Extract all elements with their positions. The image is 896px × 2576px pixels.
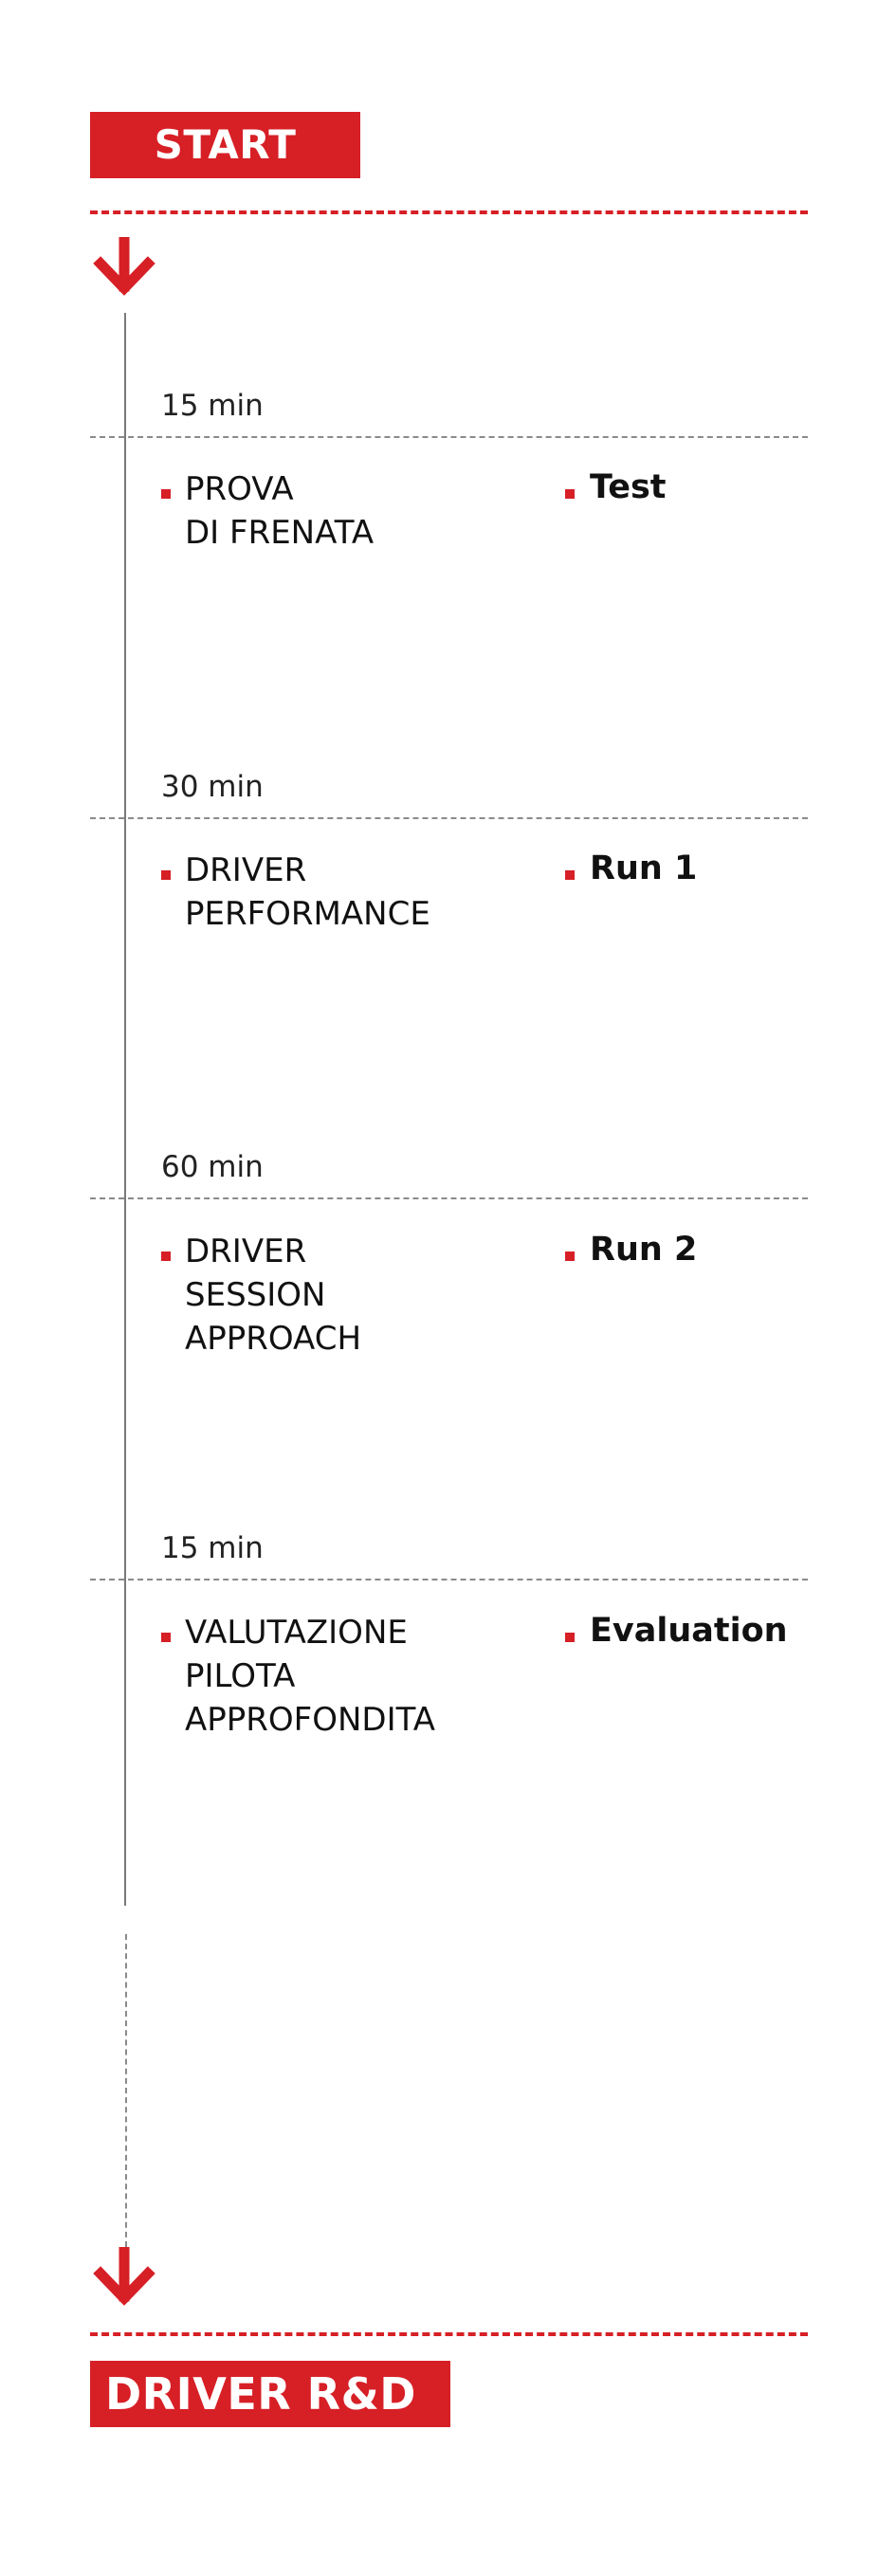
step-3-activity-line: APPROACH — [185, 1320, 362, 1358]
end-divider — [90, 2332, 808, 2336]
step-2-activity-line: PERFORMANCE — [185, 895, 430, 933]
step-2-activity-line: DRIVER — [185, 851, 307, 889]
step-2-divider — [90, 817, 808, 819]
step-1-divider — [90, 436, 808, 438]
step-4-activity-line: APPROFONDITA — [185, 1701, 435, 1739]
step-1-time: 15 min — [161, 389, 264, 423]
start-badge: START — [90, 112, 360, 178]
arrow-down-icon — [93, 237, 155, 296]
step-2-tag: Run 1 — [590, 850, 698, 887]
step-3-bullet — [161, 1251, 171, 1261]
step-1-activity-line: PROVA — [185, 470, 294, 508]
arrow-down-icon — [93, 2247, 155, 2306]
step-2-tag-bullet — [565, 870, 575, 880]
step-4-divider — [90, 1579, 808, 1580]
step-3-divider — [90, 1197, 808, 1199]
step-4-activity: VALUTAZIONE PILOTA APPROFONDITA — [185, 1611, 435, 1742]
step-4-tag-bullet — [565, 1633, 575, 1642]
step-2-activity: DRIVER PERFORMANCE — [185, 849, 430, 936]
step-1-tag-bullet — [565, 489, 575, 499]
step-3-activity-line: SESSION — [185, 1276, 326, 1314]
step-2-time: 30 min — [161, 770, 264, 804]
step-1-activity-line: DI FRENATA — [185, 514, 375, 552]
step-1-bullet — [161, 489, 171, 499]
timeline-line — [124, 313, 126, 1906]
step-4-bullet — [161, 1633, 171, 1642]
step-4-time: 15 min — [161, 1531, 264, 1565]
step-3-tag-bullet — [565, 1251, 575, 1261]
start-divider — [90, 210, 808, 214]
step-3-tag: Run 2 — [590, 1231, 698, 1269]
step-3-activity: DRIVER SESSION APPROACH — [185, 1230, 361, 1361]
step-4-activity-line: PILOTA — [185, 1657, 296, 1695]
step-3-activity-line: DRIVER — [185, 1233, 307, 1270]
step-2-bullet — [161, 870, 171, 880]
timeline-line-dashed — [125, 1934, 127, 2247]
step-3-time: 60 min — [161, 1150, 264, 1184]
step-1-tag: Test — [590, 468, 667, 506]
step-1-activity: PROVA DI FRENATA — [185, 467, 374, 555]
end-badge: DRIVER R&D — [90, 2361, 450, 2427]
step-4-activity-line: VALUTAZIONE — [185, 1614, 408, 1652]
step-4-tag: Evaluation — [590, 1612, 788, 1650]
